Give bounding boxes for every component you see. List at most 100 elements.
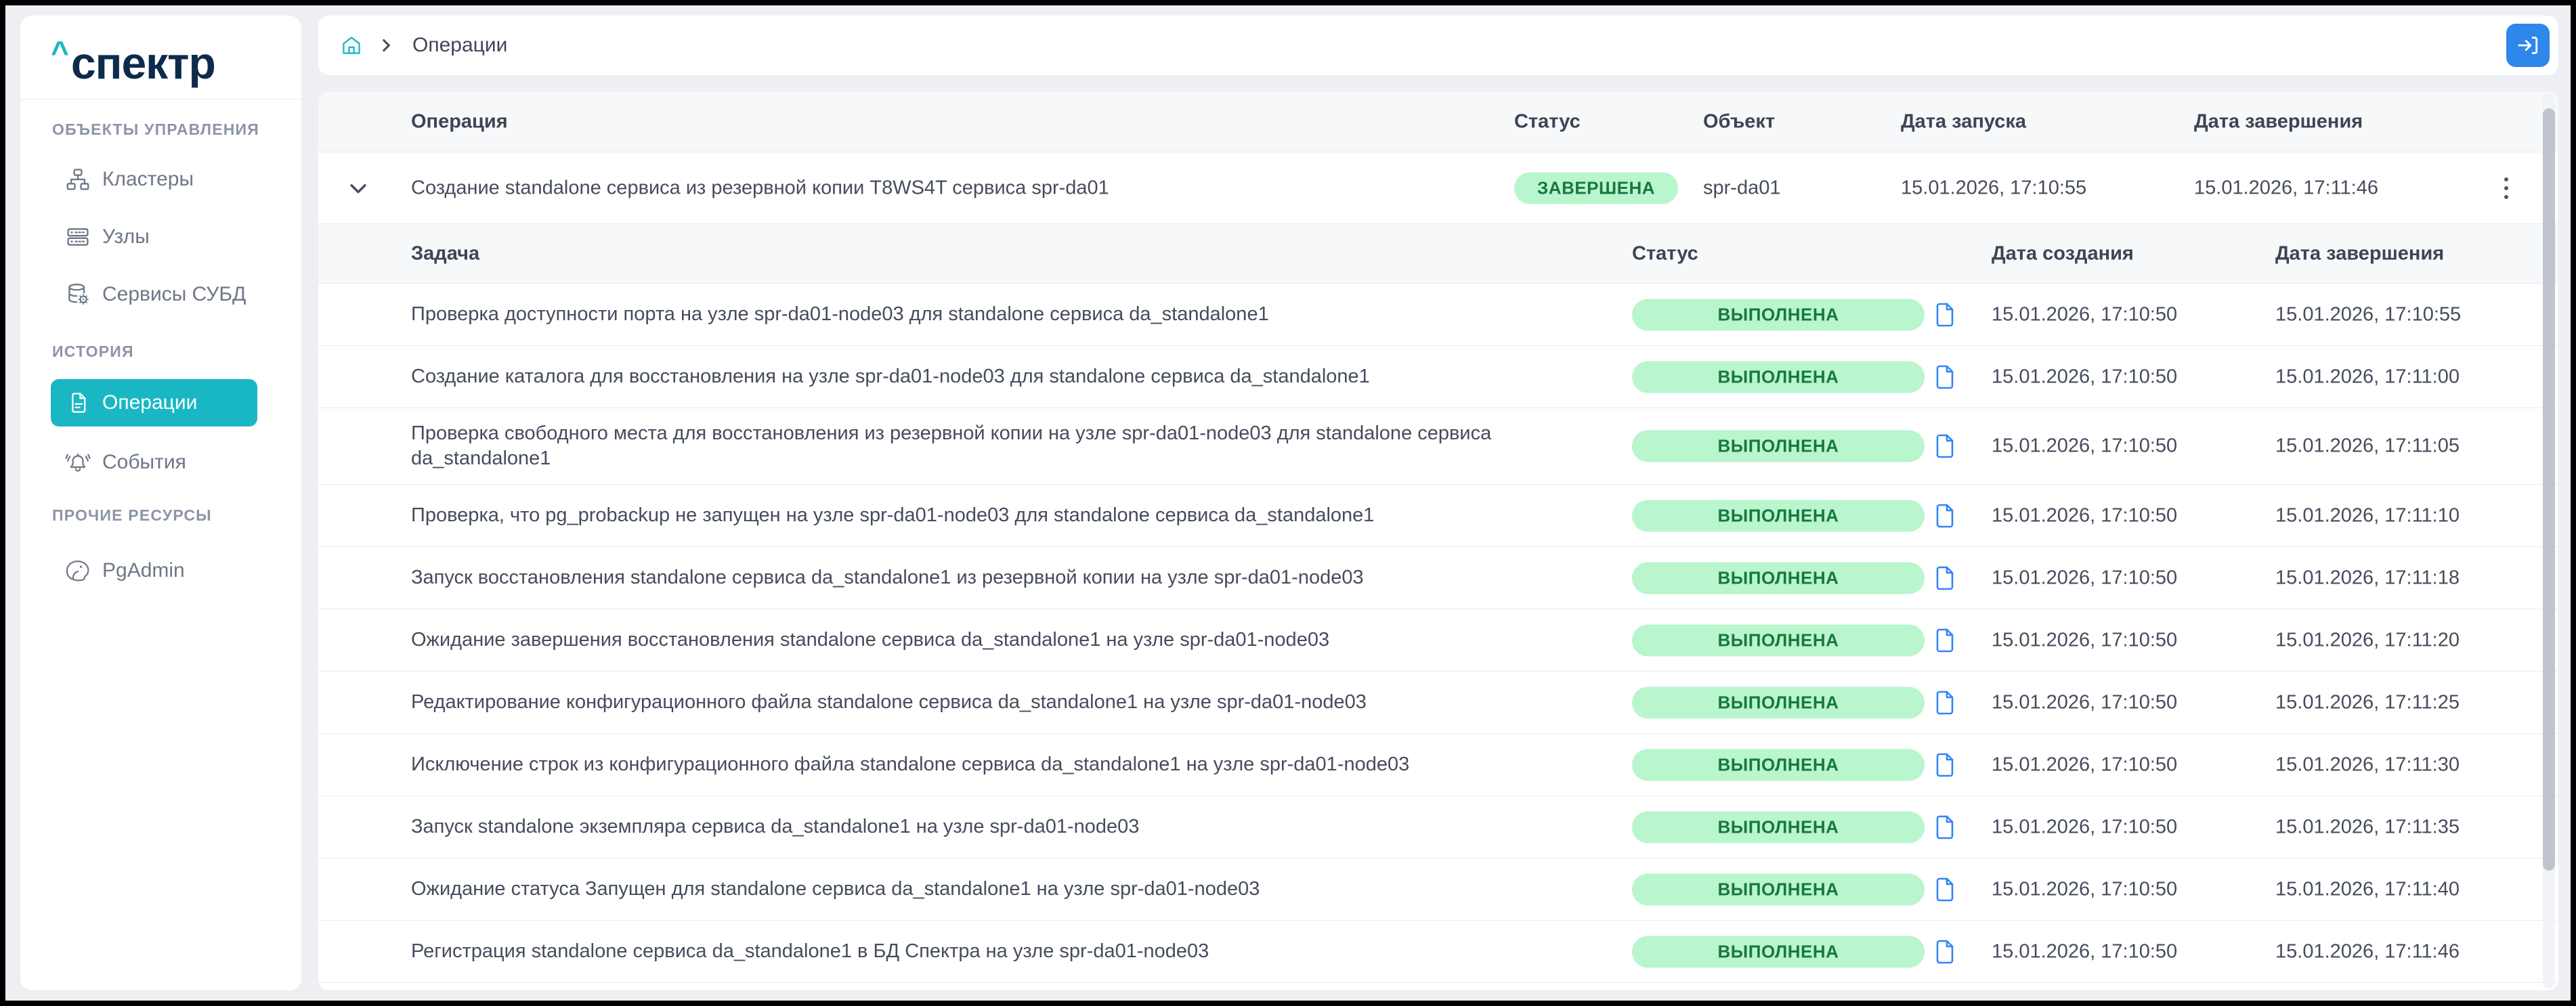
column-operation: Операция — [411, 110, 508, 132]
column-start-date: Дата запуска — [1901, 110, 2027, 132]
task-row[interactable]: Ожидание статуса Запущен для standalone … — [318, 858, 2558, 921]
task-name: Запуск восстановления standalone сервиса… — [411, 567, 1364, 588]
task-status-badge: ВЫПОЛНЕНА — [1632, 299, 1925, 330]
app-logo[interactable]: ^ спектр — [51, 35, 216, 91]
task-status-badge: ВЫПОЛНЕНА — [1632, 749, 1925, 781]
task-row[interactable]: Исключение строк из конфигурационного фа… — [318, 734, 2558, 796]
login-button[interactable] — [2506, 24, 2550, 67]
sidebar-section-history: ИСТОРИЯ — [52, 343, 134, 360]
sidebar-item-pgadmin[interactable]: PgAdmin — [20, 546, 301, 595]
operation-row[interactable]: Создание standalone сервиса из резервной… — [318, 152, 2558, 224]
bell-icon — [64, 449, 91, 476]
column-task-status: Статус — [1632, 242, 1698, 264]
task-name: Проверка, что pg_probackup не запущен на… — [411, 504, 1375, 526]
task-rows: Проверка доступности порта на узле spr-d… — [318, 284, 2558, 983]
home-icon[interactable] — [341, 35, 362, 56]
column-finished-date: Дата завершения — [2275, 242, 2445, 264]
sidebar-item-clusters[interactable]: Кластеры — [20, 155, 301, 204]
file-icon[interactable] — [1935, 303, 1955, 327]
task-status-badge: ВЫПОЛНЕНА — [1632, 500, 1925, 531]
login-icon — [2516, 34, 2539, 57]
operation-status-badge: ЗАВЕРШЕНА — [1514, 172, 1679, 204]
breadcrumb-current: Операции — [412, 34, 508, 56]
task-created-date: 15.01.2026, 17:10:50 — [1992, 753, 2178, 775]
task-name: Регистрация standalone сервиса da_standa… — [411, 940, 1209, 962]
tasks-table-header: Задача Статус Дата создания Дата заверше… — [318, 224, 2558, 284]
task-status-badge: ВЫПОЛНЕНА — [1632, 936, 1925, 967]
file-icon[interactable] — [1935, 365, 1955, 389]
task-name: Исключение строк из конфигурационного фа… — [411, 753, 1410, 775]
cluster-icon — [64, 166, 91, 193]
task-created-date: 15.01.2026, 17:10:50 — [1992, 691, 2178, 713]
column-object: Объект — [1703, 110, 1776, 132]
logo-caret-icon: ^ — [51, 35, 69, 70]
file-icon[interactable] — [1935, 815, 1955, 839]
sidebar-item-label: Узлы — [102, 225, 150, 248]
task-created-date: 15.01.2026, 17:10:50 — [1992, 435, 2178, 457]
row-menu-icon[interactable] — [2500, 173, 2512, 203]
file-icon[interactable] — [1935, 877, 1955, 902]
divider — [20, 99, 301, 100]
sidebar-item-events[interactable]: События — [20, 438, 301, 487]
task-row[interactable]: Запуск standalone экземпляра сервиса da_… — [318, 796, 2558, 858]
sidebar-item-nodes[interactable]: Узлы — [20, 213, 301, 261]
task-status-badge: ВЫПОЛНЕНА — [1632, 811, 1925, 843]
task-created-date: 15.01.2026, 17:10:50 — [1992, 303, 2178, 325]
file-icon[interactable] — [1935, 940, 1955, 964]
task-finished-date: 15.01.2026, 17:10:55 — [2275, 303, 2462, 325]
sidebar-item-label: Сервисы СУБД — [102, 283, 246, 305]
sidebar-item-label: PgAdmin — [102, 559, 185, 582]
scrollbar-thumb[interactable] — [2543, 108, 2555, 871]
task-row[interactable]: Проверка доступности порта на узле spr-d… — [318, 284, 2558, 346]
sidebar-item-label: Операции — [102, 391, 198, 414]
file-icon[interactable] — [1935, 566, 1955, 590]
task-finished-date: 15.01.2026, 17:11:46 — [2275, 940, 2460, 962]
sidebar-section-management: ОБЪЕКТЫ УПРАВЛЕНИЯ — [52, 121, 260, 138]
file-icon[interactable] — [1935, 753, 1955, 777]
task-created-date: 15.01.2026, 17:10:50 — [1992, 816, 2178, 837]
task-finished-date: 15.01.2026, 17:11:10 — [2275, 504, 2460, 526]
operation-name: Создание standalone сервиса из резервной… — [411, 177, 1109, 198]
task-finished-date: 15.01.2026, 17:11:35 — [2275, 816, 2460, 837]
task-finished-date: 15.01.2026, 17:11:20 — [2275, 629, 2460, 651]
sidebar: ^ спектр ОБЪЕКТЫ УПРАВЛЕНИЯ Кластеры — [20, 16, 301, 990]
file-icon[interactable] — [1935, 504, 1955, 528]
task-name: Проверка доступности порта на узле spr-d… — [411, 303, 1269, 325]
task-row[interactable]: Проверка свободного места для восстановл… — [318, 408, 2558, 485]
task-row[interactable]: Проверка, что pg_probackup не запущен на… — [318, 485, 2558, 547]
sidebar-section-other-resources: ПРОЧИЕ РЕСУРСЫ — [52, 506, 212, 524]
task-finished-date: 15.01.2026, 17:11:25 — [2275, 691, 2460, 713]
sidebar-item-dbms-services[interactable]: Сервисы СУБД — [20, 270, 301, 319]
task-row[interactable]: Запуск восстановления standalone сервиса… — [318, 547, 2558, 609]
task-status-badge: ВЫПОЛНЕНА — [1632, 873, 1925, 905]
task-created-date: 15.01.2026, 17:10:50 — [1992, 504, 2178, 526]
file-icon[interactable] — [1935, 691, 1955, 715]
task-status-badge: ВЫПОЛНЕНА — [1632, 430, 1925, 462]
operation-end-date: 15.01.2026, 17:11:46 — [2194, 177, 2378, 198]
collapse-chevron-icon[interactable] — [347, 177, 370, 200]
sidebar-item-label: Кластеры — [102, 168, 194, 190]
task-created-date: 15.01.2026, 17:10:50 — [1992, 940, 2178, 962]
sidebar-item-operations[interactable]: Операции — [51, 379, 257, 427]
task-row[interactable]: Ожидание завершения восстановления stand… — [318, 609, 2558, 672]
file-icon[interactable] — [1935, 434, 1955, 458]
task-created-date: 15.01.2026, 17:10:50 — [1992, 567, 2178, 588]
task-status-badge: ВЫПОЛНЕНА — [1632, 361, 1925, 393]
file-icon[interactable] — [1935, 628, 1955, 653]
task-row[interactable]: Регистрация standalone сервиса da_standa… — [318, 921, 2558, 983]
task-name: Ожидание статуса Запущен для standalone … — [411, 878, 1260, 900]
column-end-date: Дата завершения — [2194, 110, 2363, 132]
column-task: Задача — [411, 242, 480, 264]
task-status-badge: ВЫПОЛНЕНА — [1632, 686, 1925, 718]
task-created-date: 15.01.2026, 17:10:50 — [1992, 366, 2178, 387]
task-status-badge: ВЫПОЛНЕНА — [1632, 562, 1925, 594]
column-created-date: Дата создания — [1992, 242, 2134, 264]
task-created-date: 15.01.2026, 17:10:50 — [1992, 629, 2178, 651]
task-name: Запуск standalone экземпляра сервиса da_… — [411, 816, 1140, 837]
column-status: Статус — [1514, 110, 1581, 132]
document-icon — [64, 389, 91, 416]
task-row[interactable]: Редактирование конфигурационного файла s… — [318, 672, 2558, 734]
operation-start-date: 15.01.2026, 17:10:55 — [1901, 177, 2087, 198]
task-finished-date: 15.01.2026, 17:11:30 — [2275, 753, 2460, 775]
task-row[interactable]: Создание каталога для восстановления на … — [318, 346, 2558, 408]
